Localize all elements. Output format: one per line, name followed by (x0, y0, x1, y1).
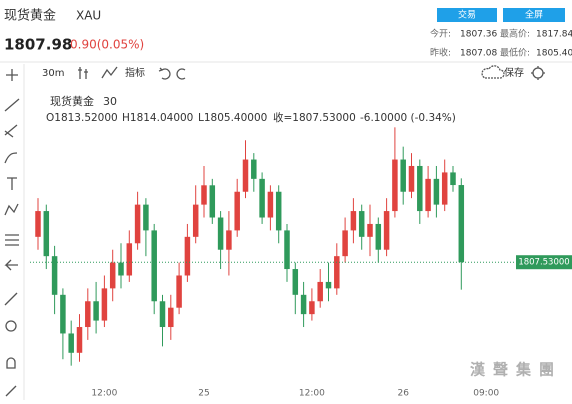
candle-body (151, 230, 157, 302)
candle-body (417, 165, 423, 212)
stat-value: 1805.40 (536, 49, 572, 59)
candle-body (192, 204, 199, 237)
candle-body (284, 230, 290, 270)
candle-body (109, 262, 116, 289)
candle-body (441, 172, 448, 205)
candle-body (76, 327, 83, 353)
candle-body (317, 281, 323, 302)
price-tag (516, 255, 572, 270)
interval-button[interactable]: 30m (42, 68, 64, 79)
candle-body (168, 307, 174, 328)
legend-low: L1805.40000 (198, 112, 267, 124)
fullscreen-button[interactable] (503, 8, 565, 22)
candle-body (134, 204, 141, 244)
candle-body (201, 185, 207, 205)
candle-body (118, 262, 124, 276)
candle-body (126, 243, 133, 276)
stat-label: 最高价: (500, 28, 530, 40)
candle-body (392, 159, 398, 212)
candle-body (408, 165, 415, 192)
candle-body (251, 159, 257, 179)
legend-title: 现货黄金 (50, 94, 94, 108)
candle-body (226, 230, 232, 250)
candle-body (400, 159, 406, 192)
x-tick-label: 26 (397, 389, 409, 399)
candle-body (425, 178, 431, 212)
candle-body (325, 281, 332, 289)
stat-value: 1817.84 (536, 30, 572, 40)
candle-body (433, 178, 440, 205)
name: 现货黄金 (4, 8, 56, 24)
candle-icon[interactable] (78, 67, 88, 79)
candle-body (101, 288, 108, 321)
candle-body (242, 159, 249, 192)
stat-value: 1807.08 (460, 49, 497, 59)
fullscreen-label[interactable]: 全屏 (525, 9, 543, 21)
watermark: 漢聲集團 (470, 361, 562, 379)
legend-interval: 30 (103, 95, 117, 108)
trade-label[interactable]: 交易 (458, 9, 476, 21)
cloud-icon[interactable] (481, 65, 505, 79)
legend-open: O1813.52000 (46, 112, 118, 124)
candle-body (292, 269, 299, 295)
x-tick-label: 09:00 (473, 389, 499, 399)
candle-body (450, 172, 456, 186)
candle-body (51, 256, 58, 295)
candle-body (184, 236, 191, 276)
legend-close: 收=1807.53000 (273, 111, 356, 124)
candle-body (217, 217, 224, 250)
x-tick-label: 25 (198, 389, 209, 399)
x-tick-label: 12:00 (299, 389, 325, 399)
candle-body (159, 301, 166, 328)
save-button[interactable]: 保存 (504, 66, 524, 79)
stat-label: 最低价: (500, 47, 530, 59)
candle-body (334, 256, 340, 289)
candle-body (358, 211, 365, 237)
candle-body (68, 333, 74, 353)
candle-body (367, 223, 373, 237)
price-tag-label: 1807.53000 (518, 258, 569, 268)
candle-body (143, 204, 149, 231)
settings-icon[interactable] (531, 66, 545, 80)
candle-body (458, 185, 465, 263)
stat-value: 1807.36 (460, 30, 497, 40)
candle-body (85, 301, 91, 328)
candle-body (234, 191, 240, 231)
drawing-tools[interactable] (4, 69, 20, 397)
candle-body (300, 294, 307, 315)
candle-body (60, 294, 66, 334)
legend-change: -6.10000 (-0.34%) (360, 112, 456, 124)
indicator-icon[interactable] (101, 66, 118, 79)
stat-label: 今开: (430, 28, 451, 40)
undo-redo[interactable] (158, 67, 186, 80)
trade-button[interactable] (437, 8, 497, 22)
candle-body (309, 301, 315, 315)
candle-body (93, 301, 99, 321)
stat-label: 昨收: (430, 47, 451, 59)
legend-high: H1814.04000 (122, 112, 193, 124)
candle-body (43, 211, 50, 257)
indicator-button[interactable]: 指标 (125, 66, 145, 79)
candle-body (350, 211, 357, 231)
candle-body (209, 185, 216, 218)
candle-body (342, 230, 348, 257)
candle-body (267, 191, 274, 218)
candle-body (275, 191, 282, 231)
candle-body (375, 223, 382, 250)
candle-body (259, 178, 265, 218)
candle-body (35, 211, 41, 237)
price: 1807.98 (4, 36, 72, 54)
x-tick-label: 12:00 (91, 389, 117, 399)
change: 0.90(0.05%) (70, 38, 144, 52)
candle-body (383, 211, 390, 250)
candle-body (176, 275, 182, 308)
symbol: XAU (76, 9, 101, 23)
